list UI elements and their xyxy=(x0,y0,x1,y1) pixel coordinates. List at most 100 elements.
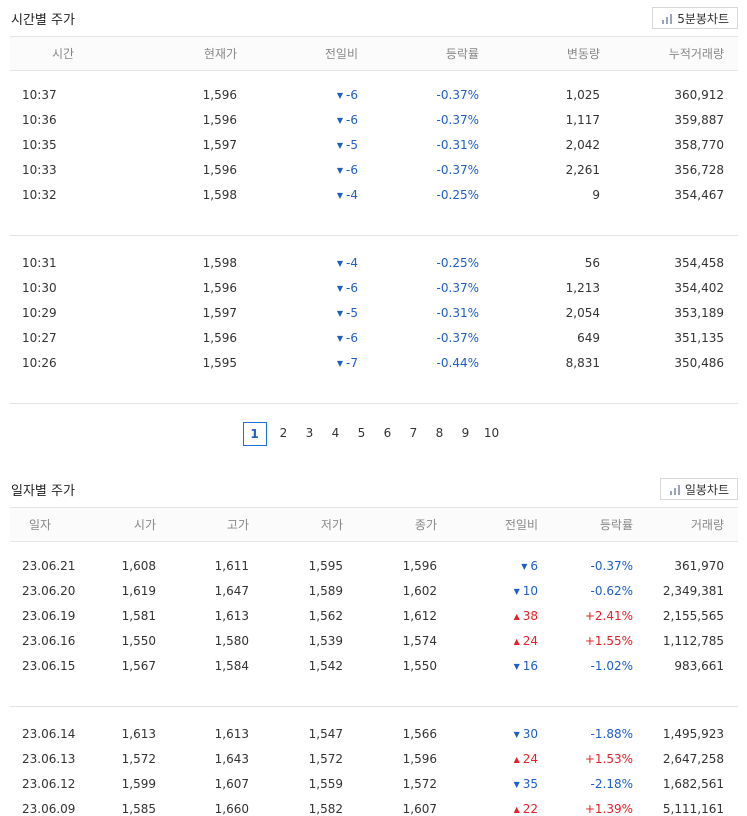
time-cell: 10:33 xyxy=(22,163,57,177)
rate-cell: -0.62% xyxy=(590,584,633,598)
volume-cell: 8,831 xyxy=(565,356,600,370)
daily-chart-button[interactable]: 일봉차트 xyxy=(659,478,738,500)
page-2[interactable]: 2 xyxy=(279,426,288,440)
change-cell: ▼ 35 xyxy=(437,772,538,797)
page-8[interactable]: 8 xyxy=(435,426,444,440)
high-cell: 1,647 xyxy=(214,584,249,598)
spacer-cell xyxy=(10,71,738,83)
col-daily-diff: 전일비 xyxy=(437,507,538,542)
page-3[interactable]: 3 xyxy=(305,426,314,440)
cum-volume-cell: 351,135 xyxy=(674,331,724,345)
row-spacer xyxy=(10,375,738,404)
time-price-section: 시간별 주가 5분봉차트 시간 현재가 전일비 등락률 변동량 누적거래량 10… xyxy=(10,7,738,446)
table-row: 10:29 1,597 ▼ -5 -0.31% 2,054 353,189 xyxy=(10,301,738,326)
page-9[interactable]: 9 xyxy=(461,426,470,440)
open-cell: 1,550 xyxy=(121,634,156,648)
up-triangle-icon: ▲ xyxy=(513,755,520,764)
change-value: 35 xyxy=(522,777,538,791)
row-spacer xyxy=(10,207,738,236)
col-diff: 전일비 xyxy=(237,36,358,71)
change-value: 5 xyxy=(350,306,358,320)
minus-sign: - xyxy=(346,356,351,370)
price-cell: 1,596 xyxy=(202,331,237,345)
open-cell: 1,585 xyxy=(121,802,156,816)
cum-volume-cell: 353,189 xyxy=(674,306,724,320)
low-cell: 1,582 xyxy=(308,802,343,816)
low-cell: 1,542 xyxy=(308,659,343,673)
time-cell: 10:30 xyxy=(22,281,57,295)
change-value: 5 xyxy=(350,138,358,152)
volume-cell: 56 xyxy=(584,256,600,270)
cum-volume-cell: 354,402 xyxy=(674,281,724,295)
rate-cell: -0.37% xyxy=(590,559,633,573)
close-cell: 1,596 xyxy=(402,752,437,766)
page-4[interactable]: 4 xyxy=(331,426,340,440)
col-rate: 등락률 xyxy=(358,36,479,71)
down-triangle-icon: ▼ xyxy=(336,191,344,200)
rate-cell: -0.31% xyxy=(436,138,479,152)
change-value: 6 xyxy=(350,163,358,177)
price-cell: 1,598 xyxy=(202,256,237,270)
rate-cell: -0.31% xyxy=(436,306,479,320)
daily-price-section: 일자별 주가 일봉차트 일자 시가 고가 저가 종가 전일비 등락률 거래량 2… xyxy=(0,471,747,816)
volume-cell: 2,349,381 xyxy=(662,584,724,598)
price-cell: 1,597 xyxy=(202,306,237,320)
table-row: 23.06.13 1,572 1,643 1,572 1,596 ▲ 24 +1.53% 2,6… xyxy=(10,747,738,772)
rate-cell: +1.39% xyxy=(584,802,633,816)
volume-cell: 2,155,565 xyxy=(662,609,724,623)
volume-cell: 649 xyxy=(577,331,600,345)
col-close: 종가 xyxy=(343,507,437,542)
cum-volume-cell: 360,912 xyxy=(674,88,724,102)
change-cell: ▼ 16 xyxy=(437,654,538,679)
change-cell: ▼ 6 xyxy=(437,554,538,579)
row-spacer xyxy=(10,236,738,251)
down-triangle-icon: ▼ xyxy=(513,730,520,739)
spacer-cell xyxy=(10,207,738,236)
change-cell: ▼ -6 xyxy=(237,326,358,351)
date-cell: 23.06.09 xyxy=(22,802,76,816)
volume-cell: 2,054 xyxy=(565,306,600,320)
minus-sign: - xyxy=(346,306,351,320)
five-min-chart-button[interactable]: 5분봉차트 xyxy=(652,7,738,29)
page-10[interactable]: 10 xyxy=(483,426,500,440)
cum-volume-cell: 354,458 xyxy=(674,256,724,270)
change-cell: ▼ 10 xyxy=(437,579,538,604)
volume-cell: 2,647,258 xyxy=(662,752,724,766)
low-cell: 1,547 xyxy=(308,727,343,741)
table-row: 10:33 1,596 ▼ -6 -0.37% 2,261 356,728 xyxy=(10,158,738,183)
rate-cell: +1.55% xyxy=(584,634,633,648)
minus-sign: - xyxy=(346,331,351,345)
rate-cell: +1.53% xyxy=(584,752,633,766)
bar-chart-icon xyxy=(669,484,680,495)
down-triangle-icon: ▼ xyxy=(513,780,520,789)
open-cell: 1,619 xyxy=(121,584,156,598)
close-cell: 1,596 xyxy=(402,559,437,573)
table-row: 23.06.12 1,599 1,607 1,559 1,572 ▼ 35 -2.18% 1,6… xyxy=(10,772,738,797)
cum-volume-cell: 359,887 xyxy=(674,113,724,127)
change-value: 6 xyxy=(530,559,538,573)
down-triangle-icon: ▼ xyxy=(336,309,344,318)
low-cell: 1,595 xyxy=(308,559,343,573)
date-cell: 23.06.19 xyxy=(22,609,76,623)
spacer-cell xyxy=(10,707,738,722)
cum-volume-cell: 356,728 xyxy=(674,163,724,177)
page-7[interactable]: 7 xyxy=(409,426,418,440)
date-cell: 23.06.15 xyxy=(22,659,76,673)
page-1[interactable]: 1 xyxy=(242,422,267,446)
daily-section-title: 일자별 주가 xyxy=(11,484,75,499)
change-value: 10 xyxy=(522,584,538,598)
page-5[interactable]: 5 xyxy=(357,426,366,440)
date-cell: 23.06.21 xyxy=(22,559,76,573)
down-triangle-icon: ▼ xyxy=(336,334,344,343)
change-cell: ▼ -6 xyxy=(237,83,358,108)
down-triangle-icon: ▼ xyxy=(521,562,528,571)
table-row: 23.06.20 1,619 1,647 1,589 1,602 ▼ 10 -0.62% 2,3… xyxy=(10,579,738,604)
time-cell: 10:37 xyxy=(22,88,57,102)
low-cell: 1,539 xyxy=(308,634,343,648)
page-6[interactable]: 6 xyxy=(383,426,392,440)
time-section-title: 시간별 주가 xyxy=(11,13,75,28)
close-cell: 1,572 xyxy=(402,777,437,791)
table-row: 10:35 1,597 ▼ -5 -0.31% 2,042 358,770 xyxy=(10,133,738,158)
table-row: 23.06.19 1,581 1,613 1,562 1,612 ▲ 38 +2.41% 2,1… xyxy=(10,604,738,629)
open-cell: 1,581 xyxy=(121,609,156,623)
